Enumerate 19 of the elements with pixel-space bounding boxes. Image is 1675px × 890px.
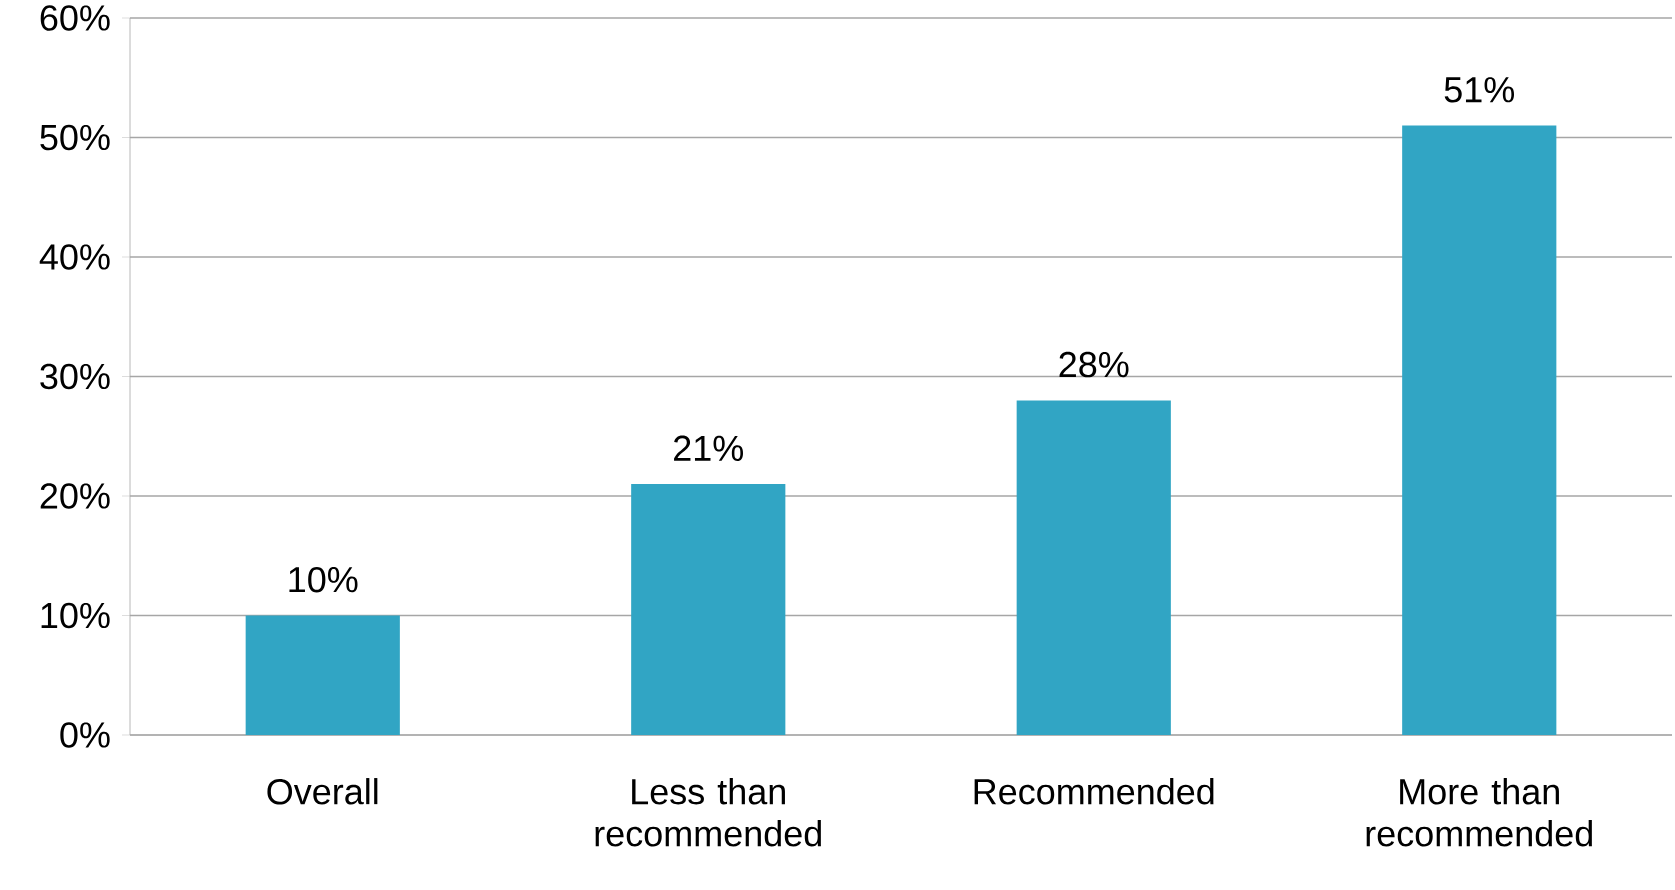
bar (1016, 400, 1171, 735)
x-tick-label: Less than recommended (595, 778, 821, 847)
bar (631, 484, 786, 735)
y-tick-label: 40% (39, 244, 110, 270)
y-tick-label: 0% (60, 722, 110, 748)
bar (245, 615, 400, 735)
y-tick-label: 30% (40, 363, 110, 390)
y-tick-label: 60% (40, 5, 110, 31)
data-label: 51% (1444, 77, 1515, 103)
data-label: 28% (1059, 351, 1129, 378)
bar (1402, 125, 1557, 735)
data-label: 10% (289, 566, 358, 593)
y-tick-label: 20% (40, 483, 110, 509)
x-tick-label: Recommended (974, 778, 1214, 805)
y-tick-label: 50% (40, 124, 110, 151)
x-tick-label: Overall (267, 778, 378, 805)
x-tick-label: More than recommended (1366, 778, 1592, 847)
y-tick-label: 10% (41, 602, 110, 629)
data-label: 21% (674, 435, 743, 461)
